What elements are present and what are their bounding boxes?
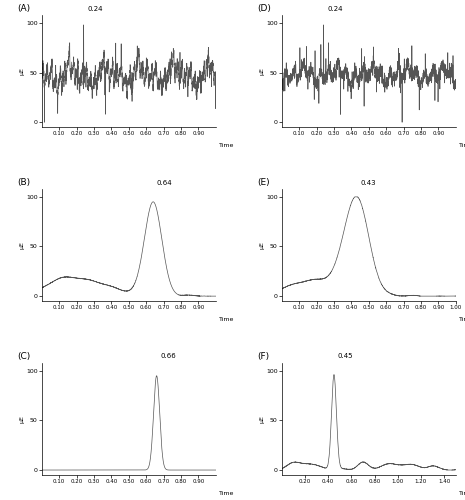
Text: Time: Time: [459, 490, 465, 496]
Text: Time: Time: [219, 143, 234, 148]
Text: μE: μE: [20, 67, 25, 75]
Text: (E): (E): [258, 178, 270, 186]
Text: 0.24: 0.24: [327, 6, 343, 12]
Text: μE: μE: [20, 415, 25, 423]
Text: μE: μE: [259, 241, 265, 249]
Text: Time: Time: [219, 490, 234, 496]
Text: μE: μE: [259, 415, 265, 423]
Text: (C): (C): [18, 352, 31, 360]
Text: 0.66: 0.66: [160, 354, 176, 360]
Text: (B): (B): [18, 178, 31, 186]
Text: (F): (F): [258, 352, 270, 360]
Text: Time: Time: [219, 317, 234, 322]
Text: μE: μE: [20, 241, 25, 249]
Text: (A): (A): [18, 4, 31, 13]
Text: 0.24: 0.24: [87, 6, 103, 12]
Text: Time: Time: [459, 317, 465, 322]
Text: 0.43: 0.43: [360, 180, 376, 186]
Text: 0.64: 0.64: [157, 180, 172, 186]
Text: 0.45: 0.45: [338, 354, 353, 360]
Text: μE: μE: [259, 67, 265, 75]
Text: Time: Time: [459, 143, 465, 148]
Text: (D): (D): [258, 4, 272, 13]
